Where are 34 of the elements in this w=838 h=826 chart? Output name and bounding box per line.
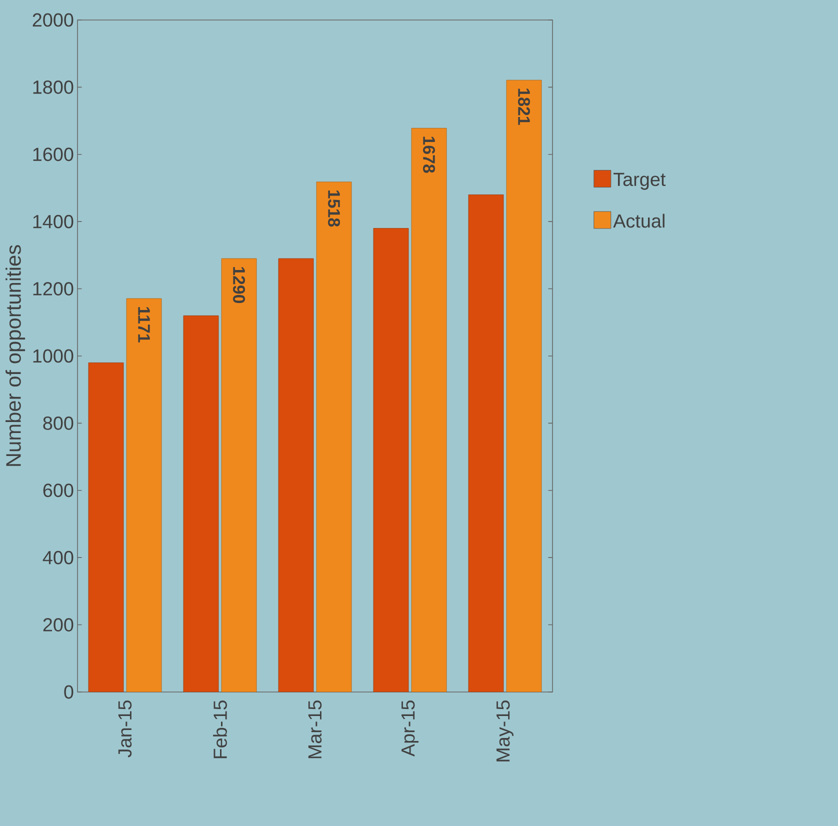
bar — [221, 258, 257, 692]
data-label: 1678 — [423, 136, 436, 173]
y-tick-label: 1200 — [33, 282, 74, 296]
x-tick-label: Jan-15 — [118, 700, 132, 758]
bar — [373, 228, 409, 692]
y-tick-label: 1400 — [33, 214, 74, 228]
y-tick-label: 1800 — [33, 80, 74, 94]
y-tick-label: 200 — [43, 618, 74, 632]
y-tick-label: 2000 — [32, 13, 74, 27]
bar — [316, 182, 352, 692]
y-tick-label: 1000 — [33, 349, 74, 363]
data-label: 1821 — [518, 88, 530, 125]
x-tick-label: May-15 — [496, 700, 514, 762]
legend-label: Target — [614, 172, 666, 190]
legend-label: Actual — [613, 214, 664, 228]
x-tick-label: Mar-15 — [308, 700, 322, 758]
bar — [126, 298, 162, 692]
data-label: 1518 — [328, 190, 340, 227]
x-tick-label: Apr-15 — [402, 700, 418, 757]
y-tick-label: 1600 — [33, 148, 74, 162]
y-axis-title: Number of opportunities — [6, 245, 26, 466]
bar — [183, 315, 219, 692]
bar — [88, 362, 124, 692]
y-tick-label: 0 — [64, 685, 74, 699]
bar — [506, 80, 542, 692]
y-tick-label: 400 — [42, 550, 74, 564]
y-tick-label: 600 — [43, 484, 74, 498]
y-tick-label: 800 — [43, 416, 74, 430]
x-tick-label: Feb-15 — [213, 700, 227, 758]
bar — [278, 258, 314, 692]
bar — [468, 194, 504, 692]
bar — [411, 128, 447, 692]
data-label: 1171 — [138, 307, 150, 342]
data-label: 1290 — [233, 267, 246, 304]
